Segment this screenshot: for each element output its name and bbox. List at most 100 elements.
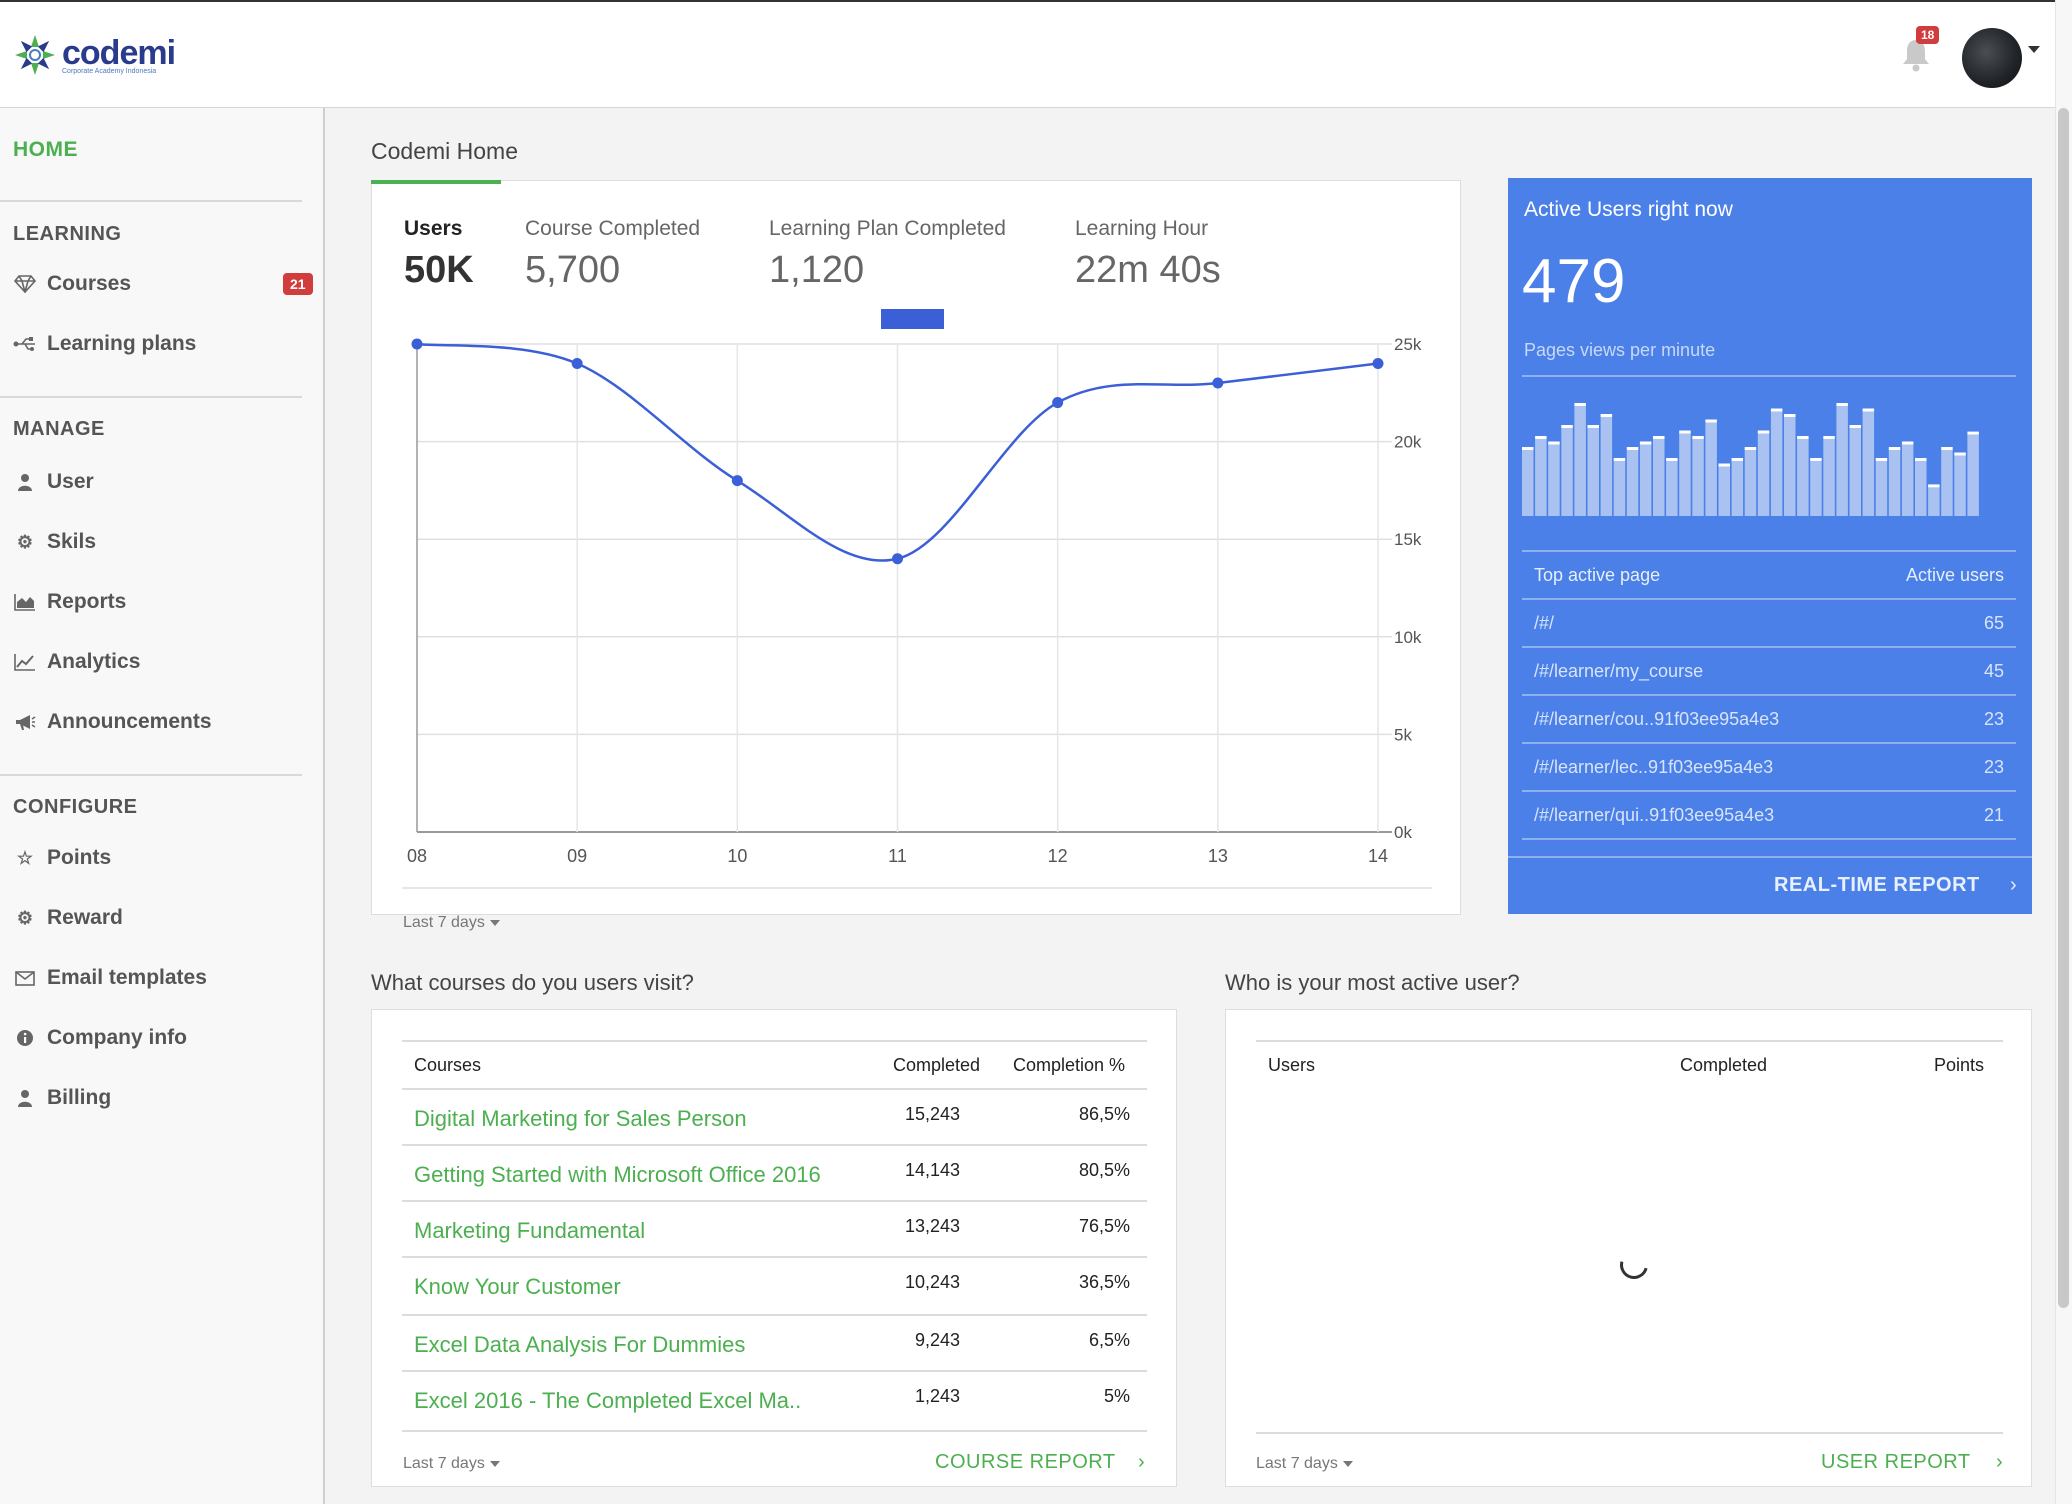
course-name-link[interactable]: Digital Marketing for Sales Person xyxy=(414,1106,747,1131)
table-row-divider xyxy=(402,1256,1147,1258)
gear-icon: ⚙ xyxy=(16,907,34,928)
diamond-icon xyxy=(13,272,37,296)
pageview-bar xyxy=(1587,428,1599,516)
stat-tab-learning-hour[interactable]: Learning Hour 22m 40s xyxy=(1075,217,1221,292)
col-header-completed[interactable]: Completed xyxy=(1680,1055,1768,1075)
realtime-report-footer[interactable]: REAL-TIME REPORT › xyxy=(1508,856,2032,914)
avatar-dropdown-caret-icon[interactable] xyxy=(2028,46,2040,53)
pageview-bar xyxy=(1639,444,1652,516)
page-scrollbar-thumb[interactable] xyxy=(2058,108,2069,1308)
caret-down-icon xyxy=(1342,1461,1353,1467)
course-report-link[interactable]: COURSE REPORT xyxy=(935,1451,1116,1473)
user-icon xyxy=(13,470,37,494)
active-page-row[interactable]: /#/learner/my_course 45 xyxy=(1522,648,2016,696)
courses-period-dropdown[interactable]: Last 7 days xyxy=(403,1455,500,1473)
sidebar-item-reports[interactable]: Reports xyxy=(13,582,303,622)
logo-tagline: Corporate Academy Indonesia xyxy=(62,67,157,75)
notification-bell-icon[interactable] xyxy=(1900,36,1932,72)
course-name-link[interactable]: Excel Data Analysis For Dummies xyxy=(414,1332,746,1357)
courses-question: What courses do you users visit? xyxy=(371,970,694,995)
active-page-row[interactable]: /#/learner/lec..91f03ee95a4e3 23 xyxy=(1522,744,2016,792)
active-page-row[interactable]: /#/learner/qui..91f03ee95a4e3 21 xyxy=(1522,792,2016,840)
col-header-courses[interactable]: Courses xyxy=(414,1055,482,1075)
courses-count-badge: 21 xyxy=(283,273,313,295)
stat-tab-learning-plan-completed[interactable]: Learning Plan Completed 1,120 xyxy=(769,217,1006,292)
sidebar-item-skils[interactable]: ⚙ Skils xyxy=(13,522,303,562)
sidebar-item-label: Points xyxy=(47,846,112,869)
stat-value: 1,120 xyxy=(769,249,865,291)
col-header-completion[interactable]: Completion % xyxy=(1013,1055,1126,1075)
pageview-bar-cap xyxy=(1888,447,1901,450)
table-bottom-border xyxy=(402,1430,1147,1432)
chevron-right-icon[interactable]: › xyxy=(1996,1451,2003,1473)
realtime-report-link[interactable]: REAL-TIME REPORT xyxy=(1774,874,1980,896)
active-page-path: /#/learner/my_course xyxy=(1534,660,1704,681)
course-name-link[interactable]: Marketing Fundamental xyxy=(414,1218,646,1243)
codemi-logo[interactable]: codemi Corporate Academy Indonesia xyxy=(12,32,176,78)
y-tick-label: 10k xyxy=(1394,628,1422,647)
caret-down-icon xyxy=(489,1461,500,1467)
course-name-link[interactable]: Know Your Customer xyxy=(414,1274,621,1299)
users-question: Who is your most active user? xyxy=(1225,970,1520,995)
megaphone-icon xyxy=(13,710,37,734)
pageview-bar-cap xyxy=(1836,403,1848,406)
col-header-users[interactable]: Users xyxy=(1268,1055,1316,1075)
chevron-right-icon[interactable]: › xyxy=(2010,874,2017,896)
active-page-row[interactable]: /#/ 65 xyxy=(1522,600,2016,648)
course-name-link[interactable]: Excel 2016 - The Completed Excel Ma.. xyxy=(414,1388,802,1413)
sidebar-item-learning-plans[interactable]: Learning plans xyxy=(13,324,303,364)
pageview-bar-cap xyxy=(1639,441,1652,445)
col-header-points[interactable]: Points xyxy=(1934,1055,1985,1075)
pageview-bar-cap xyxy=(1679,430,1691,434)
sidebar-section-configure: CONFIGURE xyxy=(13,796,138,818)
sidebar-item-company-info[interactable]: Company info xyxy=(13,1018,303,1058)
stat-label: Users xyxy=(404,217,463,240)
stat-tab-course-completed[interactable]: Course Completed 5,700 xyxy=(525,217,700,292)
sidebar-item-analytics[interactable]: Analytics xyxy=(13,642,303,682)
sidebar-item-courses[interactable]: Courses 21 xyxy=(13,264,313,304)
sidebar-item-billing[interactable]: Billing xyxy=(13,1078,303,1118)
pageview-bar-cap xyxy=(1849,425,1861,428)
pageview-bar xyxy=(1757,433,1770,516)
pageview-bar-cap xyxy=(1744,447,1757,450)
stat-tab-users[interactable]: Users 50K xyxy=(404,217,474,292)
stat-label: Learning Hour xyxy=(1075,217,1209,240)
sidebar-item-points[interactable]: ☆ Points xyxy=(13,838,303,878)
course-name-link[interactable]: Getting Started with Microsoft Office 20… xyxy=(414,1162,821,1187)
pageview-bar-cap xyxy=(1705,419,1717,423)
active-page-path: /#/learner/cou..91f03ee95a4e3 xyxy=(1534,708,1780,729)
pageview-bar-cap xyxy=(1653,436,1665,439)
pageview-bar xyxy=(1770,411,1783,516)
user-icon xyxy=(13,1086,37,1110)
pageview-bar xyxy=(1600,417,1613,516)
sidebar-item-reward[interactable]: ⚙ Reward xyxy=(13,898,303,938)
pageview-bar xyxy=(1823,439,1835,516)
pageview-bar xyxy=(1613,461,1626,516)
users-period-dropdown[interactable]: Last 7 days xyxy=(1256,1455,1353,1473)
pageview-bar xyxy=(1522,450,1534,516)
info-icon xyxy=(13,1026,37,1050)
stats-chart-card: Users 50K Course Completed 5,700 Learnin… xyxy=(371,180,1461,915)
data-point xyxy=(411,338,423,350)
sidebar-item-email-templates[interactable]: Email templates xyxy=(13,958,303,998)
stat-value: 5,700 xyxy=(525,249,621,291)
x-tick-label: 12 xyxy=(1048,846,1068,866)
sidebar-item-home[interactable]: HOME xyxy=(13,138,78,161)
col-header-completed[interactable]: Completed xyxy=(893,1055,981,1075)
sidebar-item-user[interactable]: User xyxy=(13,462,303,502)
user-avatar[interactable] xyxy=(1962,28,2022,88)
pageview-bar-cap xyxy=(1901,441,1914,445)
sidebar-item-announcements[interactable]: Announcements xyxy=(13,702,303,742)
pageview-bar-cap xyxy=(1967,431,1979,435)
pageview-bar-cap xyxy=(1626,447,1639,450)
chevron-right-icon[interactable]: › xyxy=(1138,1451,1145,1473)
y-tick-label: 20k xyxy=(1394,433,1422,452)
sidebar-item-label: Announcements xyxy=(47,710,212,733)
chart-period-dropdown[interactable]: Last 7 days xyxy=(403,914,500,932)
active-page-row[interactable]: /#/learner/cou..91f03ee95a4e3 23 xyxy=(1522,696,2016,744)
courses-card: Courses Completed Completion % Last 7 da… xyxy=(371,1009,1177,1487)
user-report-link[interactable]: USER REPORT xyxy=(1821,1451,1971,1473)
active-page-users: 21 xyxy=(1983,804,2004,825)
divider xyxy=(1522,375,2016,377)
pageview-bar xyxy=(1875,461,1888,516)
